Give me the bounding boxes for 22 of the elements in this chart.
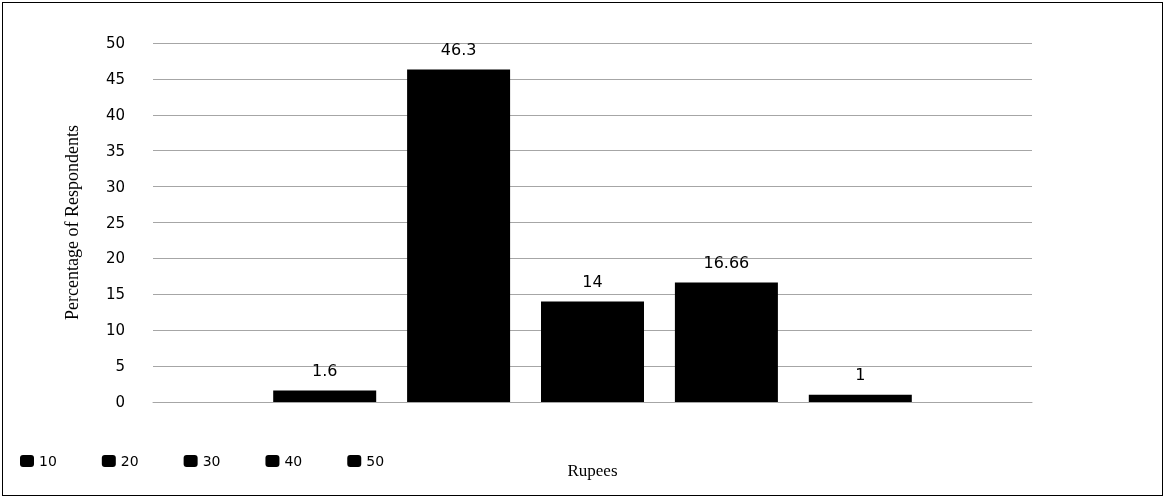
y-tick-label: 30 — [105, 177, 125, 196]
y-tick-label: 0 — [115, 393, 125, 411]
data-label: 46.3 — [440, 40, 477, 60]
y-tick-label: 50 — [105, 34, 125, 52]
data-label: 14 — [582, 271, 603, 291]
legend-label: 10 — [39, 453, 57, 469]
y-tick-label: 40 — [105, 105, 125, 124]
y-tick-label: 35 — [105, 141, 125, 160]
x-axis-title: Rupees — [567, 461, 618, 480]
y-tick-label: 45 — [105, 69, 125, 88]
legend-label: 40 — [284, 453, 303, 469]
y-tick-label: 5 — [115, 357, 125, 376]
data-label: 16.66 — [703, 252, 750, 272]
data-label: 1 — [855, 365, 866, 385]
legend-label: 50 — [366, 453, 385, 469]
y-tick-label: 10 — [105, 321, 125, 340]
y-tick-label: 20 — [105, 249, 125, 268]
legend-label: 30 — [202, 453, 221, 469]
y-tick-label: 25 — [105, 213, 125, 232]
y-tick-label: 15 — [105, 285, 125, 304]
data-label: 1.6 — [311, 361, 338, 381]
y-axis-title: Percentage of Respondents — [62, 125, 82, 320]
